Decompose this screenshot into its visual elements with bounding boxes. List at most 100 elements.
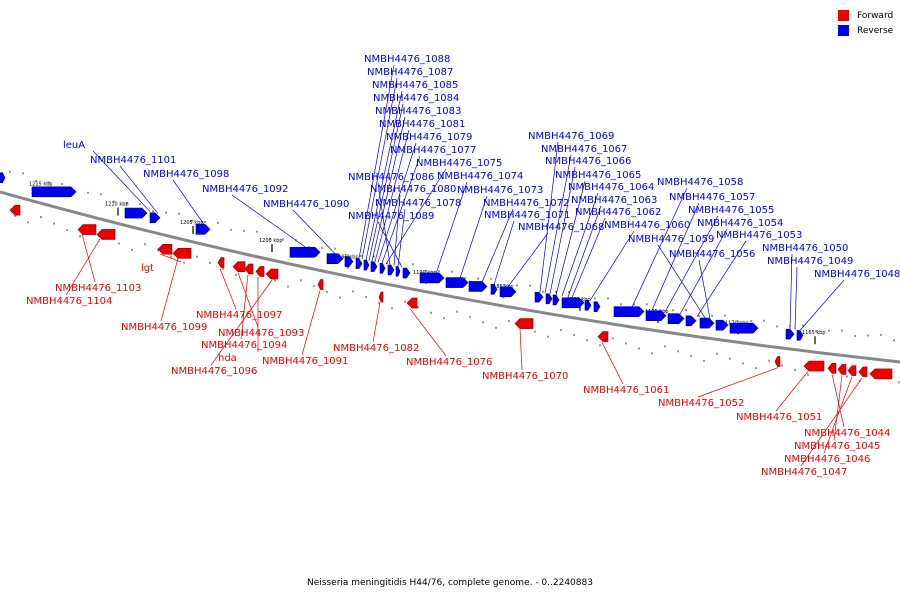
reverse-gene-label: NMBH4476_1066 — [545, 156, 631, 167]
reverse-gene — [534, 291, 544, 303]
forward-gene — [597, 331, 609, 342]
gene-labels: leuA NMBH4476_1101 NMBH4476_1098 NMBH4476_1… — [26, 54, 900, 478]
label-leader-line — [589, 230, 635, 301]
forward-gene-label: NMBH4476_1047 — [761, 467, 847, 478]
label-leader-line — [371, 116, 406, 262]
reverse-gene-label: NMBH4476_1050 — [762, 243, 848, 254]
label-leader-line — [409, 308, 447, 357]
label-leader-line — [385, 168, 447, 265]
forward-gene-label: NMBH4476_1104 — [26, 296, 112, 307]
legend-reverse: Reverse — [838, 24, 893, 37]
forward-gene — [265, 268, 279, 280]
reverse-gene-label: NMBH4476_1087 — [367, 67, 453, 78]
label-leader-line — [698, 259, 711, 319]
label-leader-line — [823, 376, 853, 454]
reverse-gene — [715, 319, 729, 331]
reverse-gene — [363, 259, 370, 271]
label-leader-line — [561, 192, 599, 297]
forward-gene-label: NMBH4476_1096 — [171, 366, 257, 377]
label-leader-line — [789, 253, 793, 330]
label-leader-line — [657, 244, 706, 318]
label-leader-line — [231, 194, 307, 248]
label-leader-line — [92, 150, 151, 212]
legend-reverse-label: Reverse — [857, 25, 894, 36]
reverse-gene — [593, 301, 601, 312]
label-leader-line — [381, 155, 421, 264]
forward-gene — [869, 368, 893, 380]
reverse-gene-label: NMBH4476_1062 — [575, 207, 661, 218]
label-leader-line — [567, 205, 602, 298]
forward-gene — [244, 263, 254, 275]
reverse-gene-label: NMBH4476_1058 — [657, 177, 743, 188]
reverse-gene — [395, 266, 401, 277]
reverse-gene-label: NMBH4476_1069 — [528, 131, 614, 142]
forward-gene — [172, 248, 192, 259]
forward-gene-label: NMBH4476_1061 — [583, 385, 669, 396]
forward-gene — [858, 366, 868, 378]
label-leader-line — [361, 77, 398, 260]
axis-tick-label: 1165 kbp — [802, 330, 826, 336]
reverse-gene-label: NMBH4476_1049 — [767, 256, 853, 267]
forward-gene — [157, 243, 173, 255]
label-leader-line — [160, 258, 179, 322]
reverse-gene — [468, 281, 488, 292]
label-leader-line — [481, 208, 514, 283]
axis-tick-label: 1215 kbp — [29, 182, 53, 188]
forward-swatch — [838, 10, 849, 21]
forward-gene — [514, 318, 534, 329]
reverse-gene — [0, 172, 6, 184]
reverse-gene-label: NMBH4476_1053 — [716, 230, 802, 241]
reverse-gene-label: NMBH4476_1081 — [379, 119, 465, 130]
reverse-gene — [699, 317, 715, 329]
map-caption: Neisseria meningitidis H44/76, complete … — [307, 578, 593, 588]
reverse-gene — [402, 267, 411, 279]
label-leader-line — [237, 272, 259, 328]
label-leader-line — [794, 266, 798, 330]
reverse-gene — [344, 256, 354, 267]
forward-gene-label: hda — [218, 353, 237, 364]
label-leader-line — [800, 377, 863, 467]
reverse-gene-label: NMBH4476_1092 — [202, 184, 288, 195]
label-leader-line — [539, 141, 559, 293]
reverse-gene — [499, 286, 517, 298]
forward-gene — [9, 204, 21, 216]
label-leader-line — [301, 290, 321, 356]
reverse-gene-label: NMBH4476_1048 — [814, 269, 900, 280]
label-leader-line — [833, 375, 843, 441]
reverse-gene-label: NMBH4476_1088 — [364, 54, 450, 65]
forward-gene-label: NMBH4476_1093 — [218, 328, 304, 339]
reverse-gene — [545, 293, 553, 305]
label-leader-line — [775, 371, 809, 412]
reverse-gene — [552, 294, 560, 306]
reverse-gene — [326, 253, 344, 264]
legend: Forward Reverse — [838, 9, 893, 39]
label-leader-line — [435, 181, 468, 274]
reverse-gene-label: NMBH4476_1098 — [143, 169, 229, 180]
reverse-gene — [31, 186, 77, 198]
forward-gene-label: NMBH4476_1051 — [736, 412, 822, 423]
reverse-gene-label: NMBH4476_1055 — [688, 205, 774, 216]
label-leaders — [65, 64, 863, 467]
forward-gene-label: NMBH4476_1076 — [406, 357, 492, 368]
forward-gene — [232, 261, 246, 272]
label-leader-line — [65, 238, 101, 296]
reverse-gene-label: NMBH4476_1089 — [348, 211, 434, 222]
label-leader-line — [571, 217, 606, 298]
reverse-gene — [379, 263, 386, 274]
reverse-gene — [785, 328, 795, 340]
forward-gene — [837, 364, 847, 375]
forward-gene — [774, 356, 781, 367]
reverse-gene — [149, 212, 161, 224]
reverse-gene-label: NMBH4476_1065 — [555, 170, 641, 181]
reverse-gene — [796, 330, 804, 341]
reverse-gene-label: NMBH4476_1054 — [697, 218, 783, 229]
forward-gene-label: NMBH4476_1082 — [333, 343, 419, 354]
label-leader-line — [555, 180, 586, 296]
forward-gene-label: NMBH4476_1070 — [482, 371, 568, 382]
label-leader-line — [549, 166, 576, 295]
label-leader-line — [831, 374, 845, 428]
label-leader-line — [377, 182, 391, 265]
reverse-gene — [387, 264, 395, 276]
forward-gene-label: NMBH4476_1091 — [262, 356, 348, 367]
